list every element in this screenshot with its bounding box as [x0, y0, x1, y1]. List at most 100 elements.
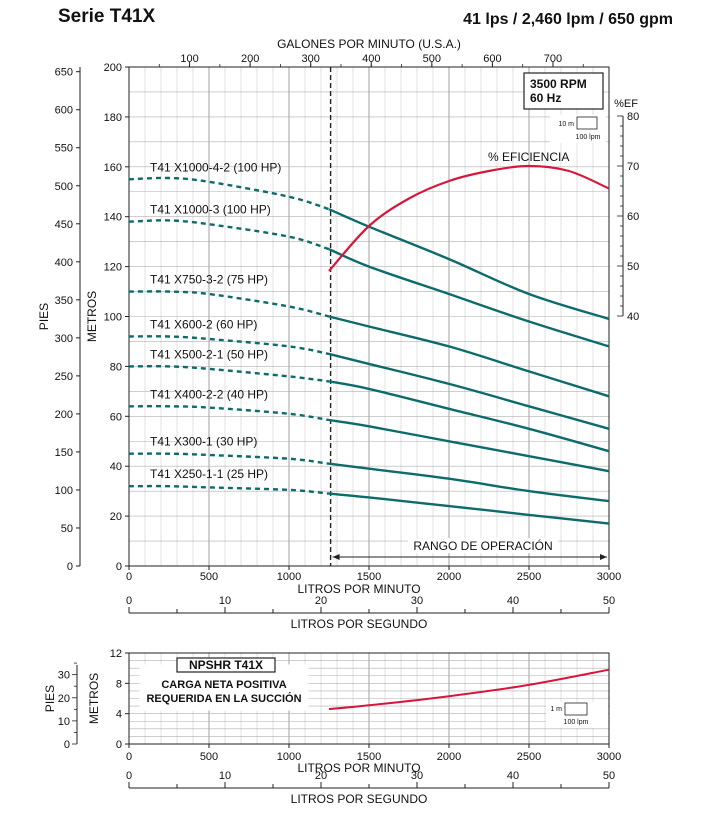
efficiency-tick-label: 50: [627, 261, 639, 273]
y-tick-label-meters: 80: [110, 361, 122, 373]
performance-chart: GALONES POR MINUTO (U.S.A.)100 200 300 400 5…: [37, 37, 639, 631]
hz-badge-label: 60 Hz: [530, 91, 561, 105]
x-tick-label-lpm: 2500: [517, 571, 541, 583]
pump-curve-dashed-3: [128, 335, 330, 356]
pump-curve-solid-2: [328, 315, 610, 398]
pump-rating: 41 lps / 2,460 lpm / 650 gpm: [463, 11, 673, 28]
y-tick-label-feet: 300: [55, 333, 73, 345]
operating-range-arrow-right: [600, 554, 607, 560]
efficiency-tick-label: 40: [627, 311, 639, 323]
x-tick-label-lpm: 1500: [357, 571, 381, 583]
y-tick-label-feet: 50: [61, 523, 73, 535]
top-x-axis-title: GALONES POR MINUTO (U.S.A.): [277, 37, 461, 51]
pump-curve-dashed-0: [128, 176, 330, 211]
y-tick-label-feet: 0: [67, 561, 73, 573]
npsh-y-tick-label-meters: 4: [116, 709, 122, 721]
gpm-tick-label: 500: [423, 53, 441, 65]
y-axis-title-feet: PIES: [37, 303, 51, 330]
x-tick-label-lpm: 1000: [277, 751, 301, 763]
pump-curve-dashed-7: [128, 484, 330, 495]
y-tick-label-feet: 200: [55, 409, 73, 421]
x-tick-label-lps: 40: [507, 595, 519, 607]
pump-curve-solid-5: [328, 418, 610, 473]
pump-curve-label-3: T41 X600-2 (60 HP): [150, 317, 257, 331]
x-tick-label-lpm: 2000: [437, 751, 461, 763]
pump-curve-dashed-5: [128, 405, 330, 422]
pump-curve-label-5: T41 X400-2-2 (40 HP): [150, 387, 268, 401]
y-tick-label-meters: 160: [104, 162, 122, 174]
x-tick-label-lpm: 2000: [437, 571, 461, 583]
operating-range-arrow-left: [332, 554, 340, 560]
gpm-tick-label: 700: [544, 53, 562, 65]
scale-note-top: 10 m: [558, 121, 574, 128]
npsh-y-tick-label-meters: 12: [110, 648, 122, 660]
efficiency-axis-title: %EF: [614, 98, 638, 110]
operating-range-label: RANGO DE OPERACIÓN: [413, 538, 552, 553]
y-tick-label-meters: 40: [110, 461, 122, 473]
y-tick-label-feet: 250: [55, 371, 73, 383]
x-tick-label-lpm: 2500: [517, 751, 541, 763]
npsh-y-axis-title-feet: PIES: [43, 685, 57, 712]
y-tick-label-feet: 100: [55, 485, 73, 497]
efficiency-tick-label: 80: [627, 111, 639, 123]
efficiency-tick-label: 60: [627, 211, 639, 223]
npsh-y-tick-label-feet: 30: [58, 670, 70, 682]
pump-curve-solid-0: [328, 208, 610, 321]
x-tick-label-lps: 0: [126, 595, 132, 607]
x-axis-title-lps: LITROS POR SEGUNDO: [291, 617, 428, 631]
x-tick-label-lps: 50: [603, 595, 615, 607]
x-tick-label-lps: 10: [219, 595, 231, 607]
npsh-y-tick-label-feet: 10: [58, 716, 70, 728]
pump-curve-dashed-6: [128, 452, 330, 465]
npsh-y-tick-label-feet: 0: [64, 739, 70, 751]
x-tick-label-lpm: 1000: [277, 571, 301, 583]
pump-curve-dashed-1: [128, 219, 330, 251]
x-tick-label-lps: 10: [219, 770, 231, 782]
npsh-scale-note-bottom: 100 lpm: [564, 719, 589, 726]
rpm-badge-box: [523, 72, 604, 110]
efficiency-curve-label: % EFICIENCIA: [488, 150, 569, 164]
x-axis-title-lpm: LITROS POR MINUTO: [297, 582, 420, 596]
y-tick-label-feet: 350: [55, 295, 73, 307]
y-tick-label-meters: 200: [104, 62, 122, 74]
scale-note-box: [576, 116, 598, 130]
y-tick-label-feet: 450: [55, 219, 73, 231]
npsh-subtitle-line-2: REQUERIDA EN LA SUCCIÓN: [146, 692, 301, 705]
npsh-y-tick-label-feet: 20: [58, 693, 70, 705]
npshr-curve: [328, 668, 610, 711]
x-tick-label-lpm: 1500: [357, 751, 381, 763]
x-tick-label-lps: 30: [411, 770, 423, 782]
npsh-y-tick-label-meters: 8: [116, 678, 122, 690]
npsh-y-axis-title-meters: METROS: [87, 673, 101, 724]
x-tick-label-lpm: 0: [126, 751, 132, 763]
y-axis-title-meters: METROS: [85, 291, 99, 342]
y-tick-label-meters: 140: [104, 212, 122, 224]
y-tick-label-feet: 500: [55, 181, 73, 193]
x-tick-label-lps: 30: [411, 595, 423, 607]
pump-curve-label-1: T41 X1000-3 (100 HP): [150, 203, 271, 217]
x-tick-label-lps: 20: [315, 595, 327, 607]
npsh-x-axis-title-lps: LITROS POR SEGUNDO: [291, 792, 428, 806]
pump-curve-label-0: T41 X1000-4-2 (100 HP): [150, 160, 281, 174]
npsh-subtitle-line-1: CARGA NETA POSITIVA: [161, 679, 286, 691]
y-tick-label-meters: 120: [104, 262, 122, 274]
pump-curve-dashed-2: [128, 290, 330, 318]
x-tick-label-lpm: 0: [126, 571, 132, 583]
pump-curve-label-2: T41 X750-3-2 (75 HP): [150, 273, 268, 287]
x-tick-label-lpm: 500: [200, 571, 218, 583]
rpm-badge-label: 3500 RPM: [530, 77, 587, 91]
gpm-tick-label: 200: [241, 53, 259, 65]
pump-curve-solid-3: [328, 352, 610, 430]
y-tick-label-feet: 650: [55, 67, 73, 79]
pump-curve-dashed-4: [128, 365, 330, 383]
gpm-tick-label: 600: [483, 53, 501, 65]
npsh-x-axis-title-lpm: LITROS POR MINUTO: [297, 761, 420, 775]
x-tick-label-lpm: 3000: [597, 751, 621, 763]
x-tick-label-lpm: 500: [200, 751, 218, 763]
pump-curve-solid-7: [328, 492, 610, 525]
y-tick-label-meters: 180: [104, 112, 122, 124]
y-tick-label-feet: 550: [55, 143, 73, 155]
x-tick-label-lps: 20: [315, 770, 327, 782]
npsh-y-tick-label-meters: 0: [116, 739, 122, 751]
